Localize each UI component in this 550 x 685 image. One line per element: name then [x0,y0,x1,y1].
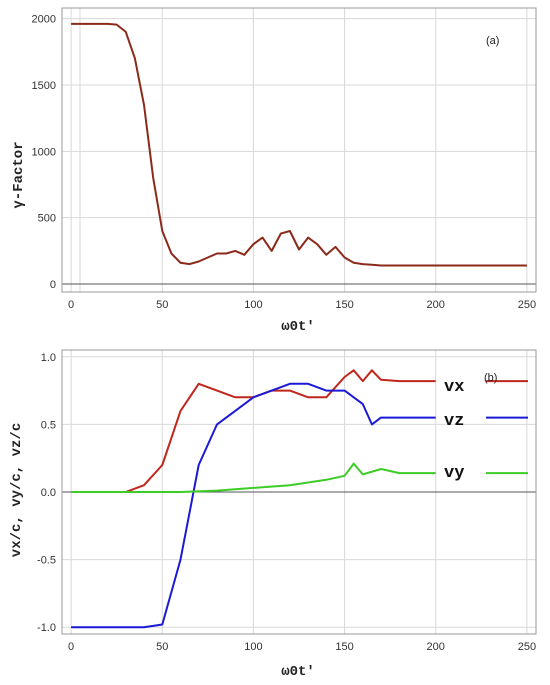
x-tick-label: 200 [427,641,445,653]
x-tick-label: 150 [335,299,353,311]
panel-b-x-ticks: 0 50 100 150 200 250 [68,641,536,653]
x-tick-label: 200 [427,299,445,311]
y-tick-label: 1000 [32,146,56,158]
panel-b: 0 50 100 150 200 250 -1.0 -0.5 0.0 0.5 1.0 (b) vx… [9,349,537,680]
panel-a-x-ticks: 0 50 100 150 200 250 [68,299,536,311]
panel-a-y-ticks: 0 500 1000 1500 2000 [32,14,56,291]
panel-b-y-ticks: -1.0 -0.5 0.0 0.5 1.0 [37,352,56,634]
series-label-vz: vz [444,412,464,431]
y-tick-label: -0.5 [37,555,56,567]
x-tick-label: 100 [244,299,262,311]
x-tick-label: 0 [68,641,74,653]
y-tick-label: 0 [50,279,56,291]
x-tick-label: 250 [518,299,536,311]
panel-b-label: (b) [484,372,497,384]
x-tick-label: 250 [518,641,536,653]
y-tick-label: 500 [38,213,56,225]
x-tick-label: 50 [156,641,168,653]
y-tick-label: 1.0 [41,352,56,364]
y-tick-label: 0.0 [41,487,56,499]
y-tick-label: 2000 [32,14,56,26]
y-tick-label: 0.5 [41,419,56,431]
panel-a: 0 50 100 150 200 250 0 500 1000 1500 2000 (a) ω0t… [11,7,537,335]
panel-a-x-axis-label: ω0t' [281,319,315,335]
panel-b-y-axis-label: vx/c, vy/c, vz/c [9,423,25,557]
x-tick-label: 0 [68,299,74,311]
panel-a-label: (a) [486,35,499,47]
series-line-vx [71,369,436,493]
panel-a-frame [61,7,537,293]
y-tick-label: 1500 [32,80,56,92]
series-line-vy [71,462,436,493]
panel-b-frame [61,349,537,635]
series-line-series-0 [71,22,527,267]
panel-a-series [71,22,527,267]
y-tick-label: -1.0 [37,622,56,634]
series-label-vx: vx [444,378,464,397]
panel-b-series [71,369,528,629]
x-tick-label: 100 [244,641,262,653]
series-label-vy: vy [444,464,464,483]
panel-a-y-axis-label: γ-Factor [11,141,27,208]
x-tick-label: 150 [335,641,353,653]
series-line-vz [71,382,436,629]
panel-b-x-axis-label: ω0t' [281,664,315,680]
x-tick-label: 50 [156,299,168,311]
